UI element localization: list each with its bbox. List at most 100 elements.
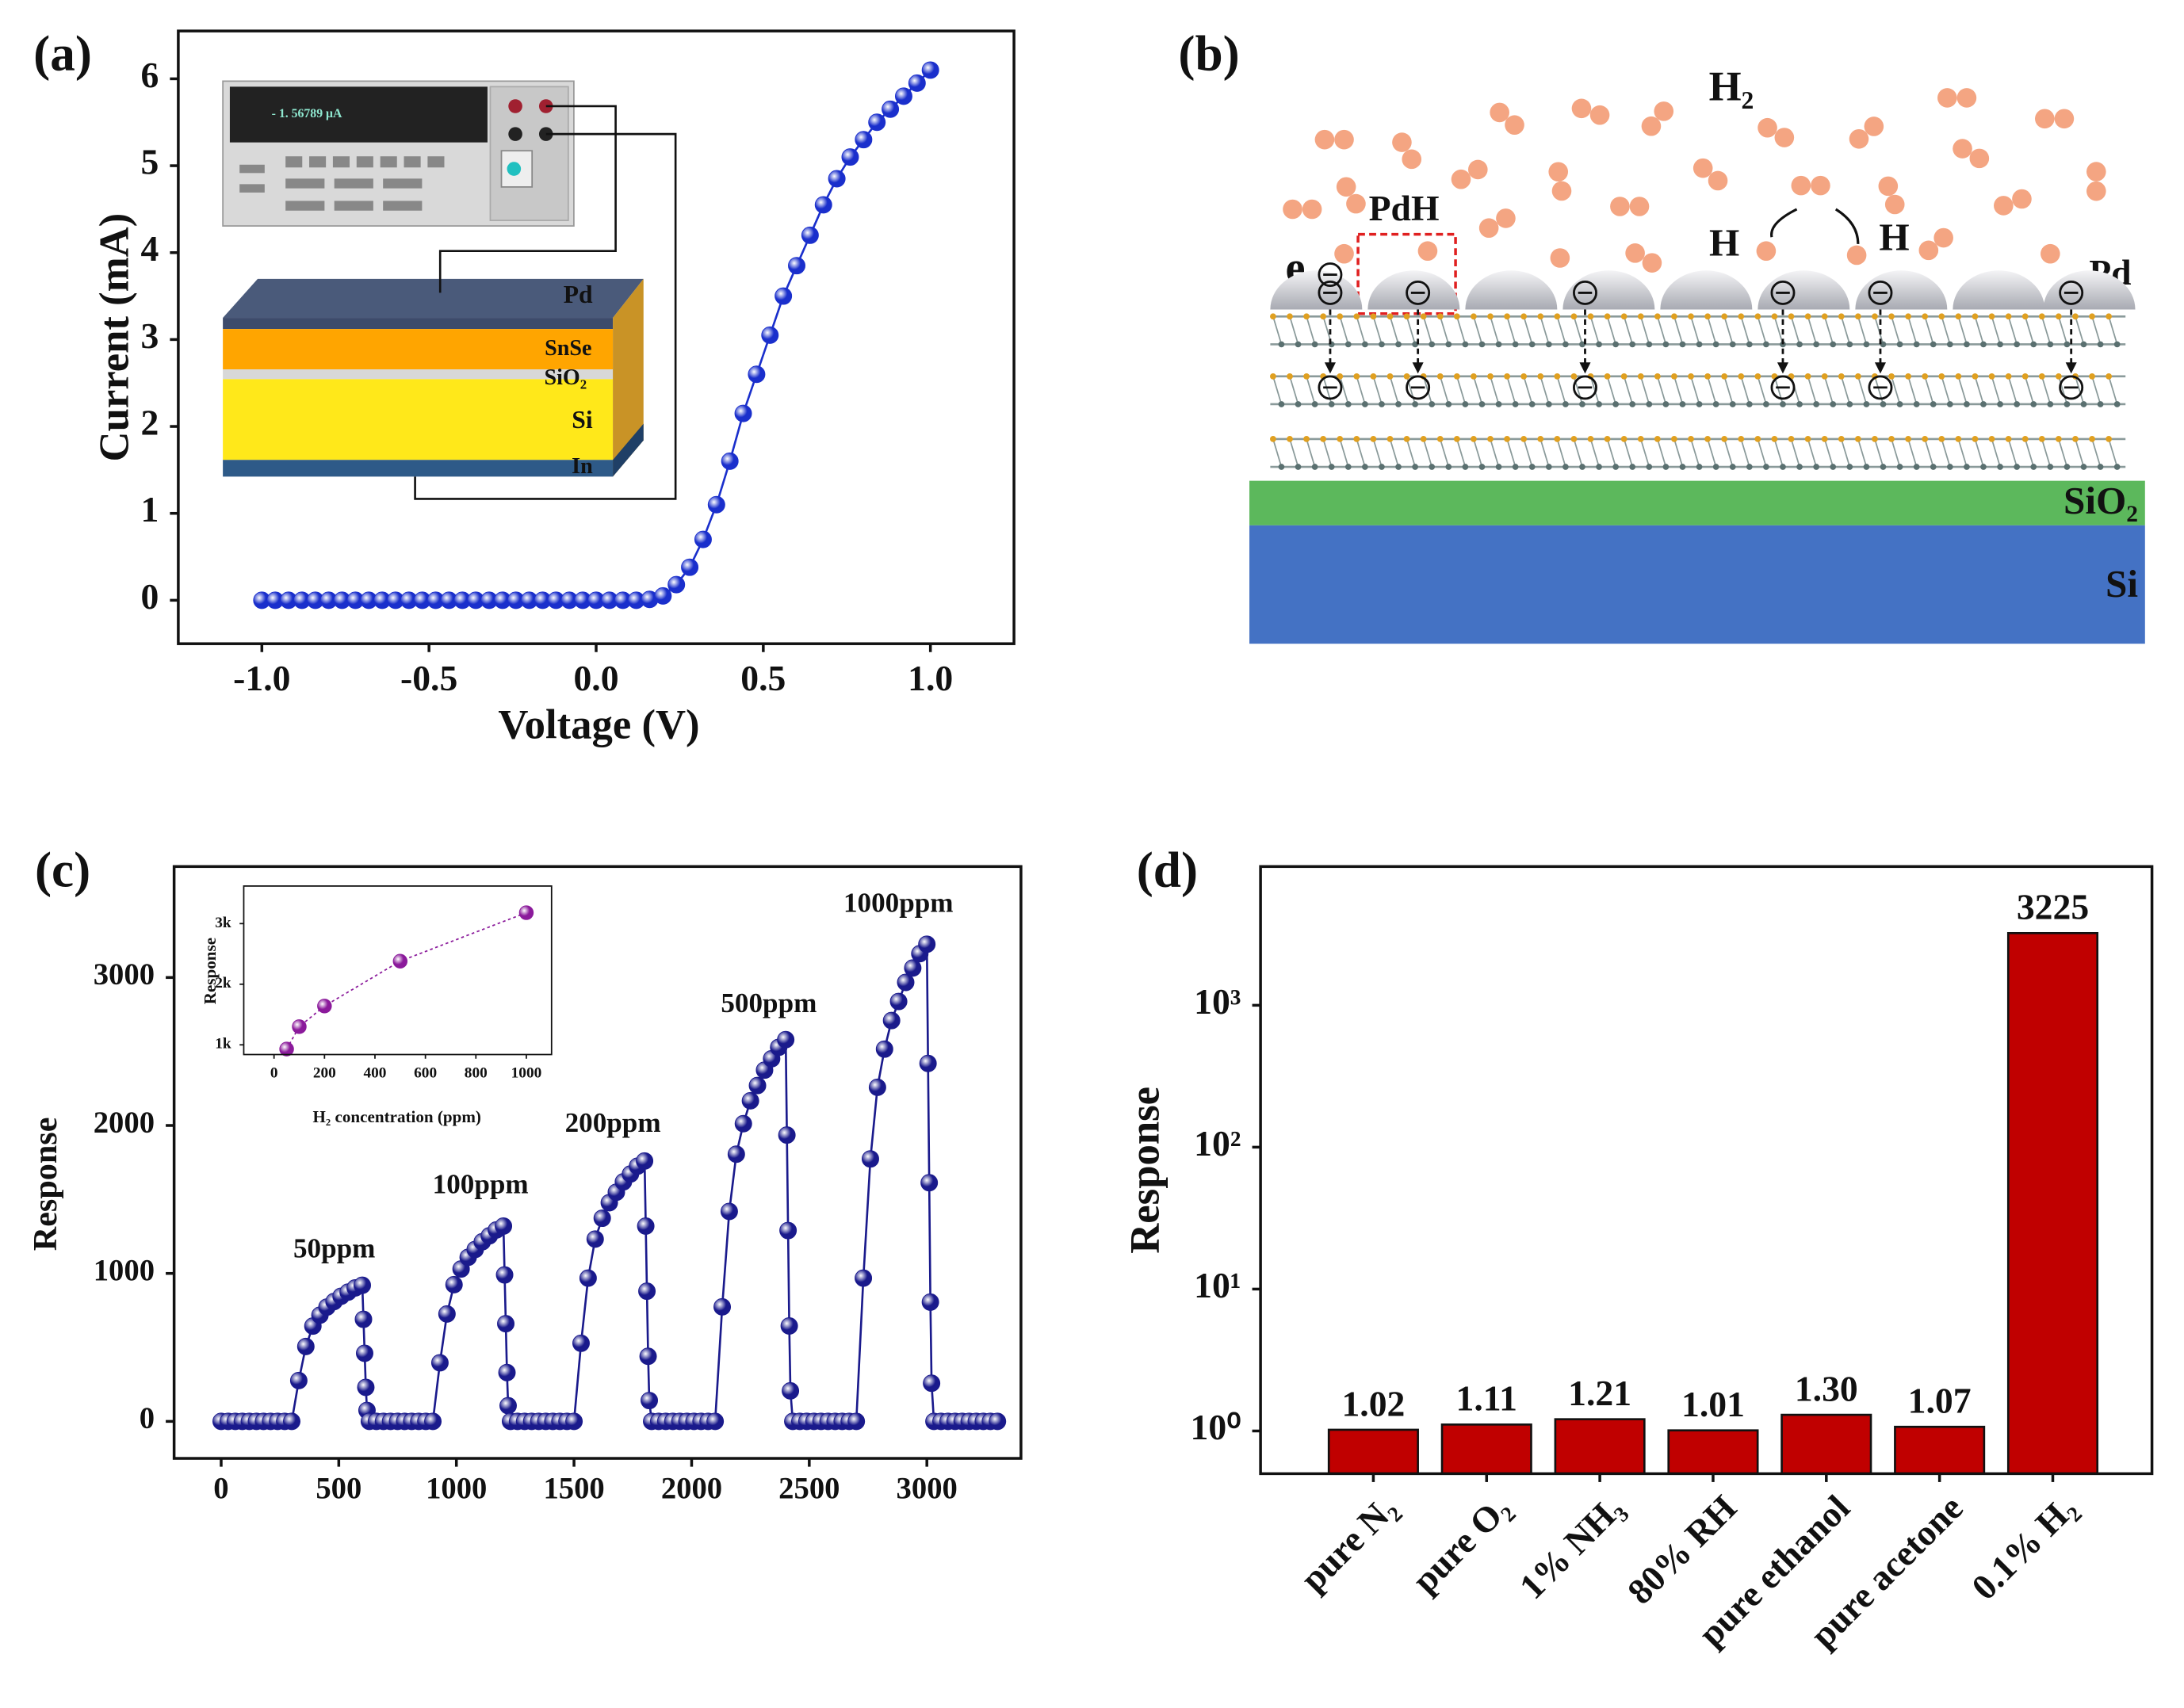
data-point bbox=[894, 87, 912, 105]
lattice bbox=[1523, 316, 1533, 345]
x-tick-label: pure N₂ bbox=[1292, 1487, 1404, 1599]
atom bbox=[1471, 313, 1477, 320]
atom bbox=[1528, 464, 1536, 470]
lattice bbox=[1289, 376, 1299, 405]
h-atom bbox=[1417, 241, 1438, 262]
lattice bbox=[1807, 376, 1817, 405]
atom bbox=[1821, 436, 1828, 442]
pd-dome bbox=[1562, 270, 1655, 310]
y-axis-label: Response bbox=[1123, 1087, 1168, 1254]
layer-stack bbox=[223, 105, 677, 500]
pd-dome bbox=[1855, 270, 1948, 310]
atom bbox=[1955, 373, 1962, 380]
data-point bbox=[289, 1371, 308, 1389]
atom bbox=[1379, 341, 1385, 348]
lattice bbox=[1757, 438, 1767, 468]
lattice bbox=[1673, 316, 1684, 345]
atom bbox=[1997, 341, 2003, 348]
lattice bbox=[1773, 376, 1784, 405]
atom bbox=[2064, 464, 2071, 470]
atom bbox=[1287, 313, 1293, 320]
lattice bbox=[2091, 438, 2102, 468]
lattice bbox=[1807, 316, 1817, 345]
lattice bbox=[1840, 316, 1851, 345]
data-point bbox=[780, 1316, 798, 1335]
lattice bbox=[1490, 316, 1500, 345]
h2-molecule bbox=[2086, 181, 2106, 201]
data-point bbox=[801, 226, 819, 244]
data-point bbox=[430, 1354, 449, 1372]
data-point bbox=[727, 1145, 745, 1164]
pd-dome bbox=[1758, 270, 1850, 310]
lattice bbox=[1723, 316, 1734, 345]
atom bbox=[1570, 313, 1578, 320]
y-tick-label: 2000 bbox=[94, 1106, 155, 1140]
atom bbox=[1721, 436, 1728, 442]
lattice bbox=[1272, 438, 1283, 468]
lattice bbox=[1657, 316, 1667, 345]
h2-molecule bbox=[1878, 176, 1899, 197]
atom bbox=[1596, 341, 1602, 348]
atom bbox=[1612, 464, 1620, 470]
atom bbox=[1403, 373, 1410, 380]
atom bbox=[2005, 436, 2012, 442]
data-point bbox=[734, 404, 752, 422]
data-point bbox=[586, 1230, 604, 1248]
pd-dome bbox=[1270, 270, 1363, 310]
pd-dome bbox=[1367, 270, 1460, 310]
data-point bbox=[868, 113, 886, 132]
atom bbox=[1562, 401, 1569, 407]
atom bbox=[1704, 313, 1711, 320]
data-point bbox=[741, 1091, 759, 1110]
atom bbox=[1888, 373, 1895, 380]
split-arrows bbox=[1770, 208, 1860, 244]
x-tick-label: 800 bbox=[465, 1064, 488, 1081]
data-point bbox=[868, 1078, 886, 1096]
atom bbox=[1403, 436, 1410, 442]
lattice bbox=[1991, 438, 2001, 468]
atom bbox=[2106, 373, 2112, 380]
data-point bbox=[904, 959, 922, 977]
data-point bbox=[882, 1011, 901, 1030]
atom bbox=[1429, 401, 1436, 407]
lattice bbox=[1907, 376, 1918, 405]
atom bbox=[1362, 341, 1368, 348]
plot-frame bbox=[243, 885, 553, 1056]
h2-molecule bbox=[1625, 243, 1645, 263]
diagram-label: H bbox=[1879, 216, 1909, 259]
panel-label: (b) bbox=[1178, 26, 1239, 82]
atom bbox=[1712, 464, 1719, 470]
atom bbox=[2005, 373, 2012, 380]
h2-molecule bbox=[1758, 117, 1777, 138]
atom bbox=[1972, 373, 1979, 380]
atom bbox=[1763, 341, 1769, 348]
lattice bbox=[2007, 316, 2018, 345]
lattice bbox=[1556, 438, 1566, 468]
atom bbox=[2030, 341, 2037, 348]
atom bbox=[1370, 373, 1377, 380]
atom bbox=[1880, 464, 1887, 470]
lattice bbox=[1840, 438, 1851, 468]
lattice bbox=[1306, 376, 1316, 405]
data-point bbox=[518, 905, 534, 920]
lattice bbox=[1924, 438, 1934, 468]
atom bbox=[1629, 401, 1636, 407]
atom bbox=[1754, 436, 1761, 442]
data-point bbox=[354, 1276, 372, 1294]
lattice bbox=[1924, 316, 1934, 345]
lattice bbox=[1773, 438, 1784, 468]
atom bbox=[2047, 464, 2054, 470]
data-point bbox=[499, 1397, 517, 1415]
atom bbox=[2080, 464, 2087, 470]
lattice bbox=[1874, 376, 1884, 405]
lattice bbox=[2108, 316, 2118, 345]
lattice bbox=[1857, 316, 1868, 345]
atom bbox=[1746, 341, 1753, 348]
lattice bbox=[1272, 376, 1283, 405]
atom bbox=[2005, 313, 2012, 320]
lattice bbox=[2108, 438, 2118, 468]
atom bbox=[1353, 373, 1360, 380]
h2-molecule bbox=[1884, 194, 1905, 215]
atom bbox=[1729, 341, 1736, 348]
